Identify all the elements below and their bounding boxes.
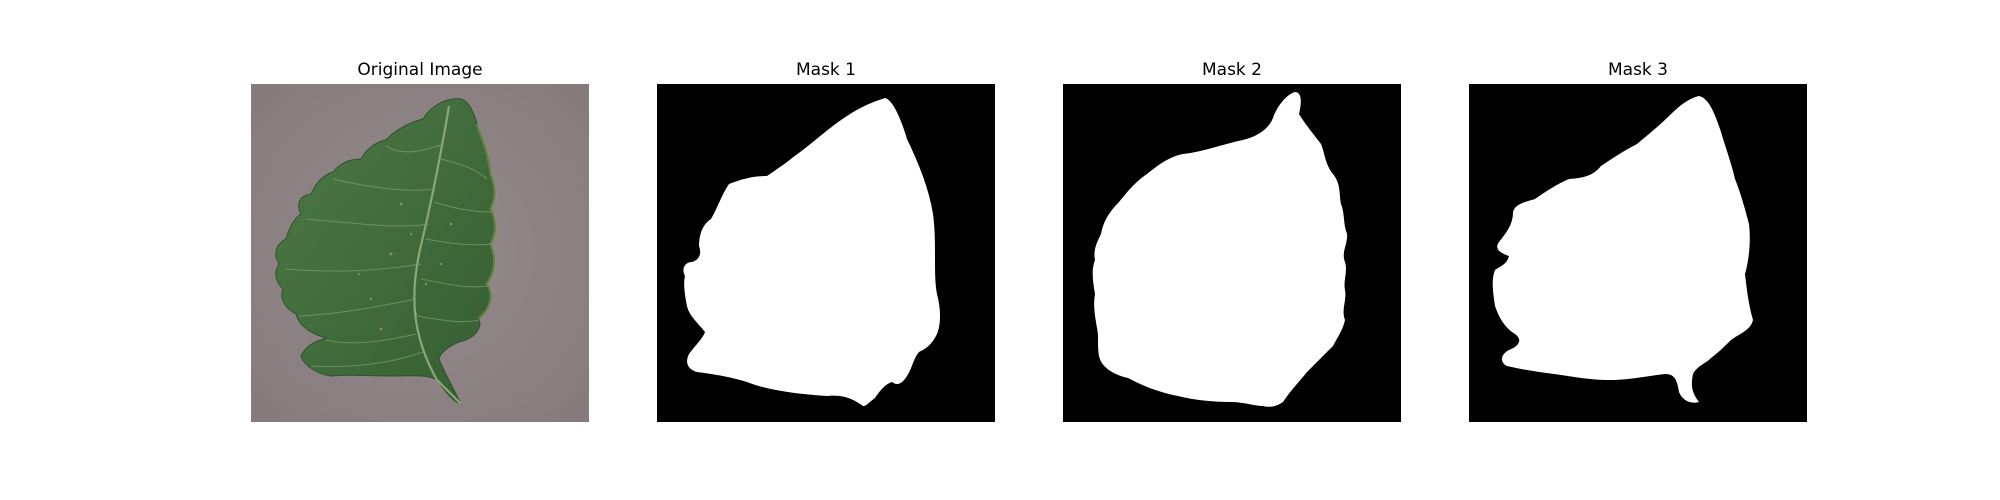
- mask-3-image: [1469, 84, 1807, 422]
- original-image-title: Original Image: [357, 60, 483, 80]
- leaf-veins: [285, 143, 492, 368]
- mask-2-title: Mask 2: [1201, 60, 1262, 80]
- mask-3-title: Mask 3: [1607, 60, 1668, 80]
- mask-foreground: [683, 98, 940, 406]
- leaf-edge-highlight: [475, 123, 497, 321]
- mask-foreground: [1492, 96, 1753, 403]
- mask-foreground: [1092, 92, 1348, 407]
- mask-1-image: [657, 84, 995, 422]
- leaf-midrib: [413, 105, 462, 405]
- mask-1-title: Mask 1: [795, 60, 856, 80]
- original-image: [251, 84, 589, 422]
- mask-2-image: [1063, 84, 1401, 422]
- leaf-spots: [357, 202, 453, 331]
